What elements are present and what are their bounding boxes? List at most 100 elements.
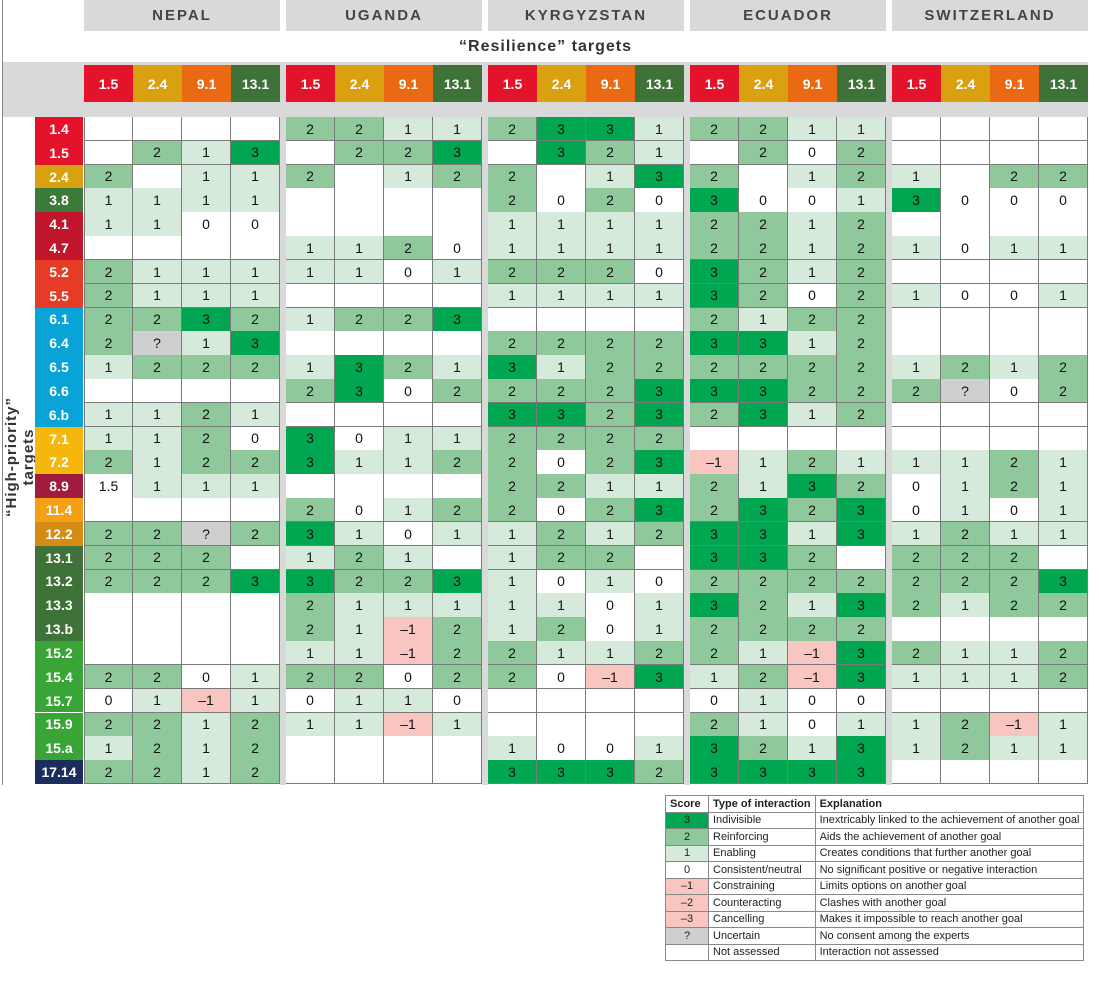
heatmap-cell: 1 bbox=[941, 450, 990, 475]
heatmap-cell: 0 bbox=[586, 593, 635, 618]
heatmap-cell: 2 bbox=[690, 617, 739, 642]
heatmap-cell: 2 bbox=[837, 617, 886, 642]
row-target-label: 7.2 bbox=[35, 450, 83, 475]
heatmap-cell bbox=[182, 117, 231, 142]
heatmap-cell: 1 bbox=[837, 450, 886, 475]
heatmap-cell: 2 bbox=[941, 569, 990, 594]
heatmap-cell: 3 bbox=[433, 140, 482, 166]
heatmap-cell: 1 bbox=[537, 355, 586, 380]
heatmap-cell: 2 bbox=[990, 545, 1039, 571]
heatmap-cell bbox=[837, 545, 886, 571]
heatmap-cell: 3 bbox=[433, 307, 482, 332]
heatmap-cell bbox=[941, 617, 990, 642]
heatmap-cell: 3 bbox=[335, 379, 384, 404]
heatmap-cell bbox=[433, 545, 482, 571]
heatmap-cell: 2 bbox=[690, 569, 739, 594]
heatmap-cell: 2 bbox=[335, 117, 384, 142]
heatmap-cell: 1 bbox=[384, 688, 433, 713]
heatmap-cell: 1 bbox=[182, 164, 231, 189]
heatmap-cell bbox=[84, 641, 133, 666]
heatmap-cell bbox=[941, 426, 990, 451]
heatmap-cell bbox=[231, 236, 280, 261]
heatmap-cell: 1 bbox=[739, 450, 788, 475]
heatmap-cell: 3 bbox=[635, 664, 684, 690]
legend-score: –1 bbox=[665, 877, 709, 895]
heatmap-cell bbox=[941, 331, 990, 356]
column-target-header: 9.1 bbox=[788, 65, 837, 102]
heatmap-cell bbox=[941, 688, 990, 713]
heatmap-cell: 1 bbox=[433, 117, 482, 142]
heatmap-cell bbox=[335, 283, 384, 309]
column-target-header: 1.5 bbox=[286, 65, 335, 102]
heatmap-cell: 1 bbox=[586, 212, 635, 237]
heatmap-cell bbox=[635, 307, 684, 332]
row-target-label: 4.7 bbox=[35, 236, 83, 260]
legend-type: Counteracting bbox=[708, 894, 816, 912]
heatmap-cell: 0 bbox=[537, 450, 586, 475]
heatmap-cell: –1 bbox=[384, 617, 433, 642]
heatmap-cell: 2 bbox=[837, 355, 886, 380]
heatmap-cell bbox=[941, 117, 990, 142]
heatmap-cell: 3 bbox=[488, 402, 537, 428]
heatmap-cell bbox=[1039, 688, 1088, 713]
row-target-label: 4.1 bbox=[35, 212, 83, 237]
heatmap-cell: 1 bbox=[231, 688, 280, 713]
heatmap-cell: 2 bbox=[384, 569, 433, 594]
column-target-header: 2.4 bbox=[537, 65, 586, 102]
heatmap-cell bbox=[433, 402, 482, 428]
column-target-header: 9.1 bbox=[384, 65, 433, 102]
heatmap-cell: 2 bbox=[133, 664, 182, 690]
heatmap-cell bbox=[182, 593, 231, 618]
heatmap-cell: 3 bbox=[286, 450, 335, 475]
heatmap-cell: 2 bbox=[133, 736, 182, 761]
heatmap-cell: 2 bbox=[635, 355, 684, 380]
heatmap-cell: 1 bbox=[990, 664, 1039, 690]
heatmap-cell bbox=[133, 164, 182, 189]
heatmap-cell: 1 bbox=[586, 641, 635, 666]
heatmap-cell: 1 bbox=[335, 688, 384, 713]
heatmap-cell bbox=[892, 212, 941, 237]
heatmap-cell: 2 bbox=[84, 664, 133, 690]
heatmap-cell: 2 bbox=[586, 426, 635, 451]
heatmap-cell: 3 bbox=[837, 664, 886, 690]
heatmap-cell: 1 bbox=[690, 664, 739, 690]
legend-explanation: Inextricably linked to the achievement o… bbox=[814, 811, 1085, 829]
heatmap-cell: 2 bbox=[133, 760, 182, 785]
heatmap-cell: 2 bbox=[231, 521, 280, 547]
heatmap-cell: 2 bbox=[586, 331, 635, 356]
heatmap-cell bbox=[335, 402, 384, 428]
heatmap-cell: 1 bbox=[990, 521, 1039, 547]
heatmap-cell: 1 bbox=[335, 617, 384, 642]
heatmap-cell: 2 bbox=[690, 498, 739, 523]
heatmap-cell: 2 bbox=[586, 379, 635, 404]
legend-type: Enabling bbox=[708, 844, 816, 862]
heatmap-cell bbox=[892, 259, 941, 285]
row-target-label: 13.1 bbox=[35, 545, 83, 570]
heatmap-cell: 2 bbox=[788, 617, 837, 642]
heatmap-cell: 0 bbox=[739, 188, 788, 213]
heatmap-cell: 2 bbox=[182, 569, 231, 594]
heatmap-cell bbox=[433, 736, 482, 761]
heatmap-cell bbox=[941, 402, 990, 428]
heatmap-cell: 1 bbox=[182, 283, 231, 309]
heatmap-cell: 1 bbox=[1039, 736, 1088, 761]
heatmap-cell bbox=[231, 641, 280, 666]
heatmap-cell: 2 bbox=[690, 355, 739, 380]
heatmap-cell bbox=[537, 688, 586, 713]
heatmap-cell: 0 bbox=[384, 521, 433, 547]
heatmap-cell bbox=[433, 188, 482, 213]
heatmap-cell: 3 bbox=[690, 331, 739, 356]
heatmap-cell: 1 bbox=[1039, 712, 1088, 737]
heatmap-cell: 2 bbox=[788, 450, 837, 475]
heatmap-cell bbox=[133, 117, 182, 142]
heatmap-cell bbox=[941, 164, 990, 189]
heatmap-cell bbox=[586, 688, 635, 713]
heatmap-cell: 3 bbox=[635, 498, 684, 523]
row-target-label: 6.1 bbox=[35, 307, 83, 332]
heatmap-cell bbox=[690, 426, 739, 451]
heatmap-cell: 1 bbox=[182, 760, 231, 785]
heatmap-cell: 2 bbox=[1039, 641, 1088, 666]
heatmap-cell: 1 bbox=[335, 236, 384, 261]
heatmap-cell: 1 bbox=[488, 545, 537, 571]
heatmap-cell: 3 bbox=[788, 474, 837, 499]
